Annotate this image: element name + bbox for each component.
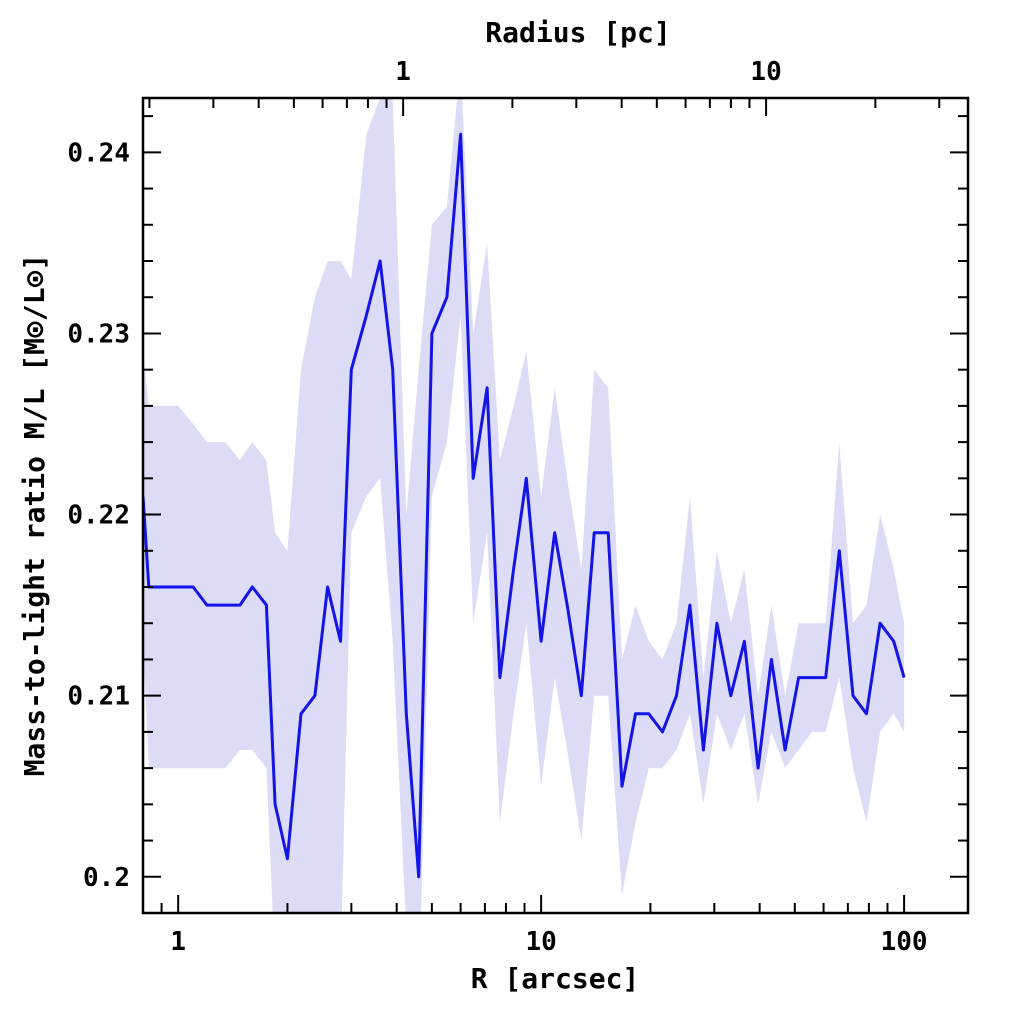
x-axis-title: R [arcsec] [471,962,640,995]
data-line-layer [143,132,906,879]
x-tick-label: 1 [170,927,186,957]
tick-labels: 1 10 100 1 10 0.2 0.21 0.22 0.23 0.24 [67,57,927,957]
y-tick-label: 0.24 [67,138,130,168]
y-axis-title: Mass-to-light ratio M/L [M⊙/L⊙] [18,254,51,777]
x-tick-label: 100 [881,927,928,957]
plot-frame [141,96,970,915]
x-tick-label: 10 [525,927,556,957]
y-tick-label: 0.2 [83,863,130,893]
x2-tick-label: 1 [395,57,411,87]
tick-marks [142,98,968,914]
uncertainty-band-layer [143,98,905,913]
y-tick-label: 0.22 [67,501,130,531]
x2-axis-title: Radius [pc] [485,16,670,49]
ml-ratio-line [143,132,906,879]
y-tick-label: 0.23 [67,319,130,349]
uncertainty-band [143,98,905,913]
y-tick-label: 0.21 [67,682,130,712]
x2-tick-label: 10 [750,57,781,87]
